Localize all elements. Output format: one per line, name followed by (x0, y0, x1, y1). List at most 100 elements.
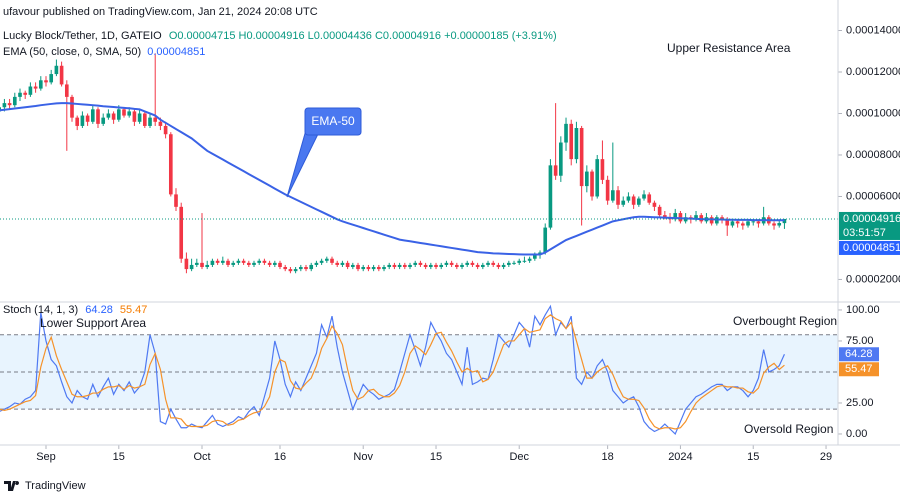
candle-body (553, 165, 558, 176)
candle-body (215, 260, 220, 263)
countdown: 03:51:57 (843, 227, 886, 239)
candle-body (283, 267, 288, 270)
ema-value: 0.00004851 (147, 46, 205, 58)
candle-body (241, 260, 246, 263)
candle-body (522, 260, 527, 262)
candle-body (678, 213, 683, 222)
candle-body (548, 165, 553, 228)
candle-body (590, 171, 594, 197)
candle-body (153, 117, 158, 122)
candle-body (54, 65, 59, 75)
y-tick-label: 0.00014000 (846, 24, 900, 36)
candle-body (460, 264, 464, 268)
candle-body (64, 84, 69, 97)
candle-body (70, 96, 74, 118)
x-tick-label: Nov (353, 451, 373, 463)
ohlc-open: O0.00004715 (169, 30, 236, 42)
candle-body (132, 111, 137, 122)
candle-body (163, 125, 168, 135)
candle-body (626, 196, 631, 201)
candle-body (85, 115, 90, 122)
candle-body (293, 269, 298, 272)
candle-body (324, 258, 329, 261)
x-tick-label: 15 (430, 451, 442, 463)
candle-body (777, 223, 782, 226)
candle-body (345, 262, 350, 268)
candle-body (236, 260, 241, 263)
candle-body (23, 92, 28, 95)
footer-brand: TradingView (25, 480, 86, 492)
candle-body (101, 117, 106, 124)
candle-body (512, 262, 516, 264)
candle-body (569, 123, 574, 160)
candle-body (444, 262, 449, 265)
callout-label: EMA-50 (311, 114, 355, 128)
y-tick-label: 0.00 (846, 428, 867, 440)
candle-body (735, 221, 740, 224)
candle-body (314, 262, 319, 265)
candle-body (220, 260, 225, 263)
candle-body (730, 221, 735, 226)
candle-body (600, 159, 605, 180)
candle-body (33, 86, 38, 89)
candle-body (49, 74, 54, 83)
candle-body (44, 80, 48, 83)
series-line (0, 314, 785, 430)
candle-body (449, 262, 454, 265)
value-tag-label: 64.28 (845, 348, 873, 360)
candle-body (564, 123, 568, 143)
candle-body (174, 194, 178, 207)
candle-body (559, 142, 563, 176)
candle-body (402, 264, 407, 268)
candle-body (694, 215, 698, 220)
candle-body (746, 221, 750, 226)
annotation: Overbought Region (733, 314, 837, 328)
candle-body (481, 264, 485, 268)
x-tick-label: 29 (820, 451, 832, 463)
candle-body (200, 262, 204, 268)
candle-body (782, 218, 787, 224)
value-tag (839, 347, 879, 362)
candle-body (267, 262, 272, 265)
candle-body (574, 128, 579, 160)
candle-body (663, 215, 667, 218)
candle-body (413, 262, 418, 265)
candle-body (397, 264, 402, 268)
candle-body (387, 264, 392, 268)
candle-body (376, 267, 381, 270)
candle-body (106, 113, 111, 118)
stoch-k-value: 64.28 (85, 304, 113, 316)
price-tag (839, 211, 900, 240)
candle-body (340, 262, 345, 265)
candle-body (434, 264, 438, 268)
candle-body (127, 111, 132, 116)
y-tick-label: 0.00008000 (846, 149, 900, 161)
candle-body (611, 190, 615, 201)
candle-body (142, 113, 147, 126)
candle-body (148, 117, 152, 126)
candle-body (439, 264, 444, 268)
ohlc-change: +0.00000185 (+3.91%) (444, 30, 557, 42)
price-tag (839, 240, 900, 255)
candle-body (392, 264, 397, 268)
y-tick-label: 100.00 (846, 304, 880, 316)
candle-body (517, 260, 522, 263)
candle-body (179, 206, 184, 259)
candle-body (475, 264, 480, 268)
candle-body (741, 223, 745, 226)
ema-legend: EMA (50, close, 0, SMA, 50) 0.00004851 (3, 46, 205, 58)
ohlc-high: H0.00004916 (239, 30, 305, 42)
candle-body (725, 219, 730, 226)
x-tick-label: 2024 (668, 451, 692, 463)
candle-body (116, 109, 121, 120)
candle-body (231, 262, 236, 265)
value-tag (839, 362, 879, 377)
y-tick-label: 75.00 (846, 335, 874, 347)
candle-body (621, 200, 626, 205)
x-tick-label: 15 (747, 451, 759, 463)
candle-body (12, 96, 17, 106)
candle-body (429, 264, 433, 268)
candle-body (366, 267, 371, 270)
